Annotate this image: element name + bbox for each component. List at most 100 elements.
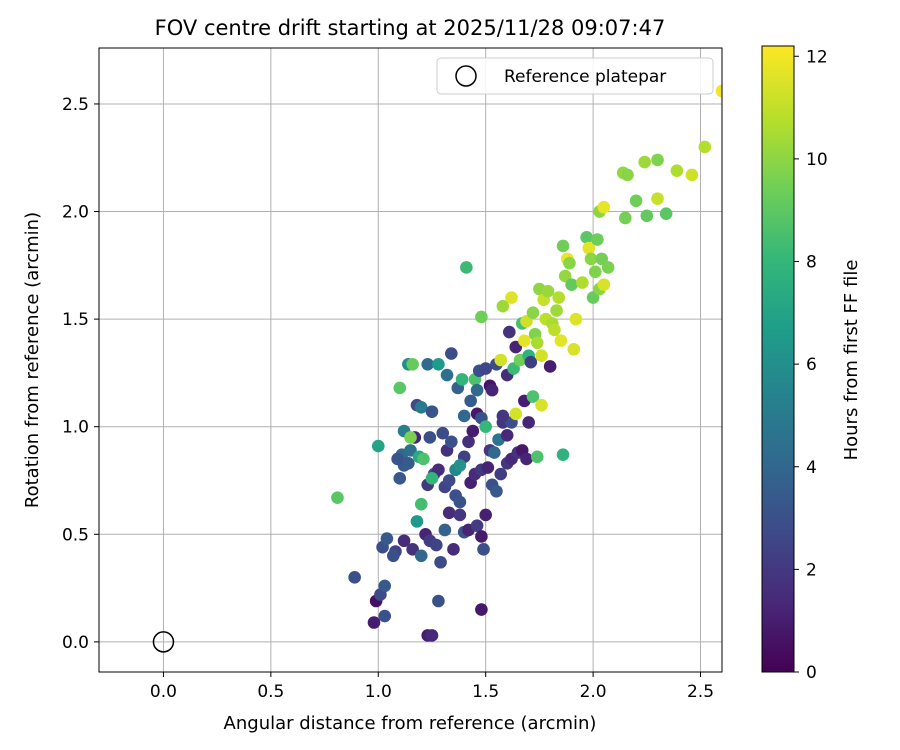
- chart-title: FOV centre drift starting at 2025/11/28 …: [155, 16, 666, 40]
- data-point: [406, 543, 419, 556]
- colorbar-tick-label: 0: [806, 663, 817, 683]
- data-point: [567, 342, 581, 356]
- data-point: [638, 155, 651, 169]
- data-point: [414, 497, 428, 511]
- data-point: [597, 278, 611, 291]
- data-point: [470, 383, 484, 397]
- x-tick-label: 0.5: [257, 682, 284, 702]
- colorbar-gradient: [761, 45, 795, 673]
- data-point: [378, 609, 392, 623]
- data-point: [331, 491, 344, 505]
- reference-platepar-marker: [152, 631, 175, 653]
- data-points: [331, 84, 722, 642]
- data-point: [447, 543, 460, 556]
- data-point: [464, 394, 477, 408]
- colorbar-tick-label: 8: [806, 253, 817, 273]
- data-point: [640, 209, 654, 223]
- data-point: [367, 616, 381, 629]
- data-point: [494, 353, 508, 367]
- data-point: [552, 291, 566, 304]
- data-point: [429, 538, 443, 552]
- data-point: [421, 358, 434, 371]
- x-axis-ticks: 0.0 0.5 1.0 1.5 2.0 2.5: [150, 672, 714, 702]
- y-tick-label: 2.0: [62, 203, 89, 223]
- data-point: [425, 405, 439, 418]
- data-point: [619, 211, 632, 225]
- x-tick-label: 0.0: [150, 682, 177, 702]
- data-point: [595, 252, 608, 266]
- data-point: [591, 233, 604, 246]
- data-point: [500, 429, 514, 442]
- data-point: [434, 555, 447, 569]
- data-point: [432, 358, 445, 371]
- data-point: [518, 334, 531, 347]
- data-point: [402, 456, 415, 470]
- data-point: [475, 530, 488, 543]
- data-point: [698, 140, 712, 154]
- data-point: [440, 368, 454, 382]
- data-point: [391, 452, 404, 466]
- data-point: [597, 200, 611, 214]
- data-point: [453, 459, 467, 472]
- data-point: [565, 278, 578, 291]
- data-point: [601, 261, 615, 274]
- data-point: [432, 463, 445, 477]
- grid-lines: [99, 48, 722, 672]
- data-point: [659, 207, 673, 220]
- data-point: [487, 446, 501, 459]
- data-point: [503, 325, 516, 339]
- data-point: [457, 409, 471, 423]
- y-axis-label: Rotation from reference (arcmin): [22, 212, 43, 508]
- data-point: [432, 594, 445, 608]
- y-tick-label: 2.5: [62, 95, 89, 115]
- data-point: [485, 383, 499, 397]
- data-point: [445, 347, 458, 360]
- data-point: [530, 450, 544, 464]
- data-point: [584, 252, 598, 266]
- colorbar-ticks: 0 2 4 6 8 10 12: [794, 47, 828, 683]
- data-point: [524, 355, 538, 369]
- data-point: [715, 84, 722, 98]
- data-point: [438, 523, 452, 537]
- data-point: [425, 629, 439, 642]
- data-point: [371, 439, 385, 453]
- data-point: [535, 349, 548, 362]
- data-point: [548, 323, 561, 337]
- data-point: [522, 416, 535, 429]
- data-point: [651, 192, 664, 205]
- data-point: [670, 164, 684, 177]
- data-point: [453, 508, 467, 522]
- data-point: [494, 467, 508, 481]
- data-point: [442, 474, 456, 487]
- data-point: [466, 424, 480, 438]
- data-point: [541, 284, 555, 298]
- data-point: [588, 265, 602, 279]
- data-point: [393, 472, 407, 485]
- data-point: [496, 409, 510, 423]
- data-point: [417, 452, 430, 466]
- data-point: [397, 534, 411, 548]
- data-point: [475, 310, 488, 324]
- data-point: [423, 431, 437, 444]
- data-point: [586, 291, 600, 304]
- data-point: [520, 452, 533, 466]
- data-point: [580, 231, 593, 244]
- data-point: [442, 506, 456, 520]
- data-point: [543, 360, 557, 373]
- data-point: [629, 194, 643, 208]
- data-point: [387, 549, 400, 563]
- plot-area-frame: [98, 47, 723, 673]
- data-point: [685, 168, 699, 182]
- data-point: [507, 362, 520, 375]
- data-point: [425, 472, 439, 485]
- colorbar-label: Hours from first FF file: [841, 260, 862, 461]
- data-point: [404, 444, 417, 457]
- y-tick-label: 1.0: [62, 418, 89, 438]
- data-point: [410, 515, 424, 528]
- data-point: [481, 461, 495, 474]
- y-axis-ticks: 0.0 0.5 1.0 1.5 2.0 2.5: [62, 95, 99, 653]
- data-point: [470, 519, 484, 532]
- data-point: [479, 420, 492, 434]
- colorbar-tick-label: 10: [806, 150, 828, 170]
